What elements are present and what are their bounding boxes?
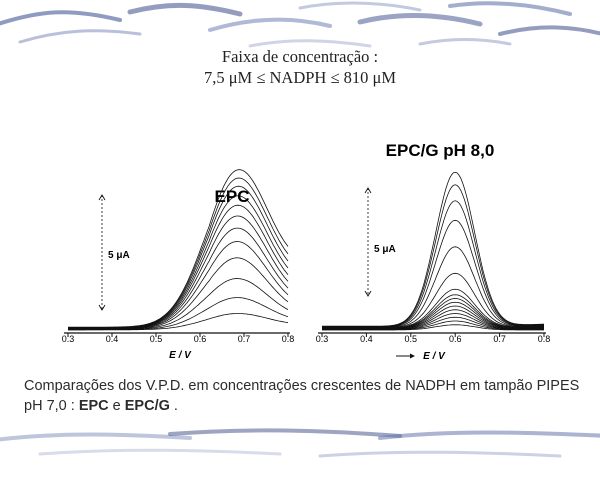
x-tick-label: 0.8 [538, 334, 551, 344]
x-tick-label: 0.4 [360, 334, 373, 344]
series-line [68, 257, 289, 330]
x-tick-label: 0.5 [150, 334, 163, 344]
series-line [68, 227, 289, 330]
series-line [322, 288, 544, 329]
scale-bar-label: 5 μA [374, 244, 396, 255]
slide-title: Faixa de concentração : 7,5 μM ≤ NADPH ≤… [0, 46, 600, 88]
scale-bar-label: 5 μA [108, 250, 130, 261]
x-tick-label: 0.3 [62, 334, 75, 344]
x-tick-label: 0.6 [194, 334, 207, 344]
x-axis-arrow [396, 353, 415, 359]
caption-text: Comparações dos V.P.D. em concentrações … [24, 378, 580, 414]
x-tick-label: 0.6 [449, 334, 462, 344]
caption-bold-epc: EPC [78, 398, 109, 414]
x-tick-label: 0.5 [405, 334, 418, 344]
caption: Comparações dos V.P.D. em concentrações … [24, 376, 589, 416]
x-tick-label: 0.8 [282, 334, 295, 344]
series-line [68, 215, 289, 329]
caption-end: . [169, 398, 178, 414]
series-line [68, 169, 289, 328]
plot-area: 0.3 0.4 0.5 0.6 0.7 0.8 [62, 169, 295, 344]
scale-bar [364, 187, 372, 297]
x-axis-label: E / V [169, 350, 192, 361]
series-line [322, 171, 545, 327]
series-line [68, 185, 289, 329]
title-line-1: Faixa de concentração : [221, 47, 379, 66]
chart-title: EPC/G pH 8,0 [386, 141, 495, 160]
x-tick-label: 0.7 [493, 334, 506, 344]
plot-area: 0.3 0.4 0.5 0.6 0.7 0.8 [316, 171, 551, 344]
caption-bold-epc-g: EPC/G [124, 398, 170, 414]
chart-epc-g-ph8: EPC/G pH 8,0 0.3 0.4 0.5 0.6 0.7 0.8 E / V 5 … [312, 128, 557, 362]
series-line [322, 272, 544, 328]
caption-separator: e [108, 398, 125, 414]
series-line [322, 184, 545, 327]
x-tick-label: 0.7 [238, 334, 251, 344]
chart-epc: EPC 0.3 0.4 0.5 0.6 0.7 0.8 E / V 5 μA [60, 160, 310, 361]
x-axis-label: E / V [423, 351, 446, 362]
decorative-brush-strokes-bottom [0, 428, 600, 458]
title-line-2: 7,5 μM ≤ NADPH ≤ 810 μM [203, 68, 397, 87]
x-tick-label: 0.4 [106, 334, 119, 344]
scale-bar [98, 194, 106, 311]
x-tick-label: 0.3 [316, 334, 329, 344]
